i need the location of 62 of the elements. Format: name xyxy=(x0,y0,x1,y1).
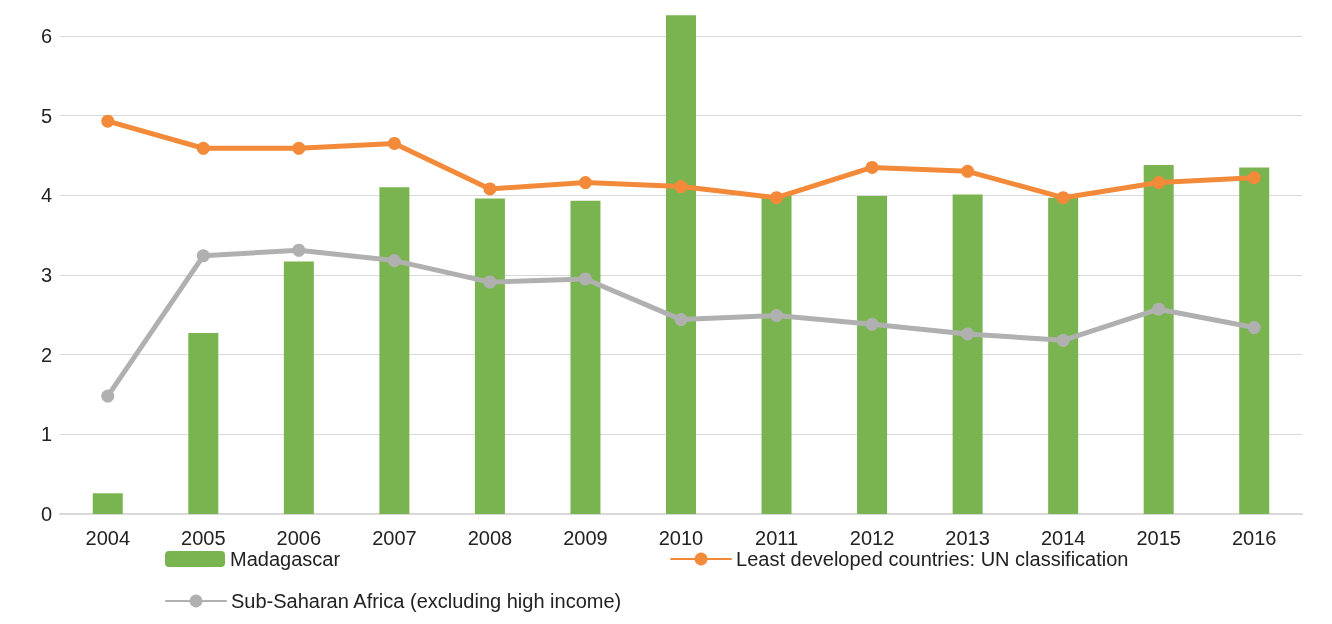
y-tick-label: 2 xyxy=(40,343,52,366)
bar xyxy=(188,333,219,514)
point xyxy=(1056,333,1070,347)
point xyxy=(101,389,115,403)
point xyxy=(961,164,975,178)
legend-label: Least developed countries: UN classification xyxy=(736,548,1129,570)
point xyxy=(578,272,592,286)
point xyxy=(196,249,210,263)
y-tick-label: 4 xyxy=(40,184,52,207)
bar xyxy=(952,194,983,514)
x-tick-label: 2007 xyxy=(372,527,417,549)
legend-label: Sub-Saharan Africa (excluding high income) xyxy=(231,590,622,612)
point xyxy=(1152,176,1166,190)
point xyxy=(292,141,306,155)
point xyxy=(865,160,879,174)
point xyxy=(196,141,210,155)
y-tick-label: 0 xyxy=(40,503,52,525)
point xyxy=(865,317,879,331)
x-tick-label: 2004 xyxy=(85,527,131,549)
point xyxy=(387,136,401,150)
y-tick-label: 1 xyxy=(40,423,52,446)
bar xyxy=(570,200,601,514)
bar xyxy=(1239,167,1270,514)
x-tick-label: 2012 xyxy=(849,527,895,549)
point xyxy=(674,313,688,327)
point xyxy=(961,327,975,341)
x-tick-label: 2009 xyxy=(563,527,608,549)
point xyxy=(1056,191,1070,205)
x-tick-label: 2011 xyxy=(755,527,799,549)
x-tick-label: 2016 xyxy=(1231,527,1277,549)
y-tick-label: 6 xyxy=(40,24,52,47)
bar xyxy=(379,187,410,514)
y-tick-label: 5 xyxy=(40,104,52,127)
bar xyxy=(761,195,792,514)
bar xyxy=(857,196,888,514)
point xyxy=(387,254,401,268)
point xyxy=(1247,171,1261,185)
point xyxy=(578,176,592,190)
point xyxy=(770,191,784,205)
point xyxy=(101,114,115,128)
y-tick-label: 3 xyxy=(40,263,52,286)
point xyxy=(674,180,688,193)
bar xyxy=(1143,164,1174,514)
x-tick-label: 2010 xyxy=(658,527,704,549)
point xyxy=(1152,302,1166,316)
legend-label: Madagascar xyxy=(230,548,341,570)
x-tick-label: 2014 xyxy=(1040,527,1086,549)
bar xyxy=(92,493,123,514)
x-tick-label: 2006 xyxy=(276,527,322,549)
bar xyxy=(474,198,505,514)
point xyxy=(483,275,497,289)
bar xyxy=(283,261,314,514)
point xyxy=(292,243,306,257)
x-tick-label: 2013 xyxy=(945,527,990,549)
x-tick-label: 2005 xyxy=(181,527,226,549)
bar xyxy=(666,15,696,514)
point xyxy=(1247,321,1261,335)
point xyxy=(483,182,497,196)
x-tick-label: 2008 xyxy=(467,527,513,549)
point xyxy=(770,309,784,323)
bar xyxy=(1048,197,1079,514)
x-tick-label: 2015 xyxy=(1136,527,1181,549)
